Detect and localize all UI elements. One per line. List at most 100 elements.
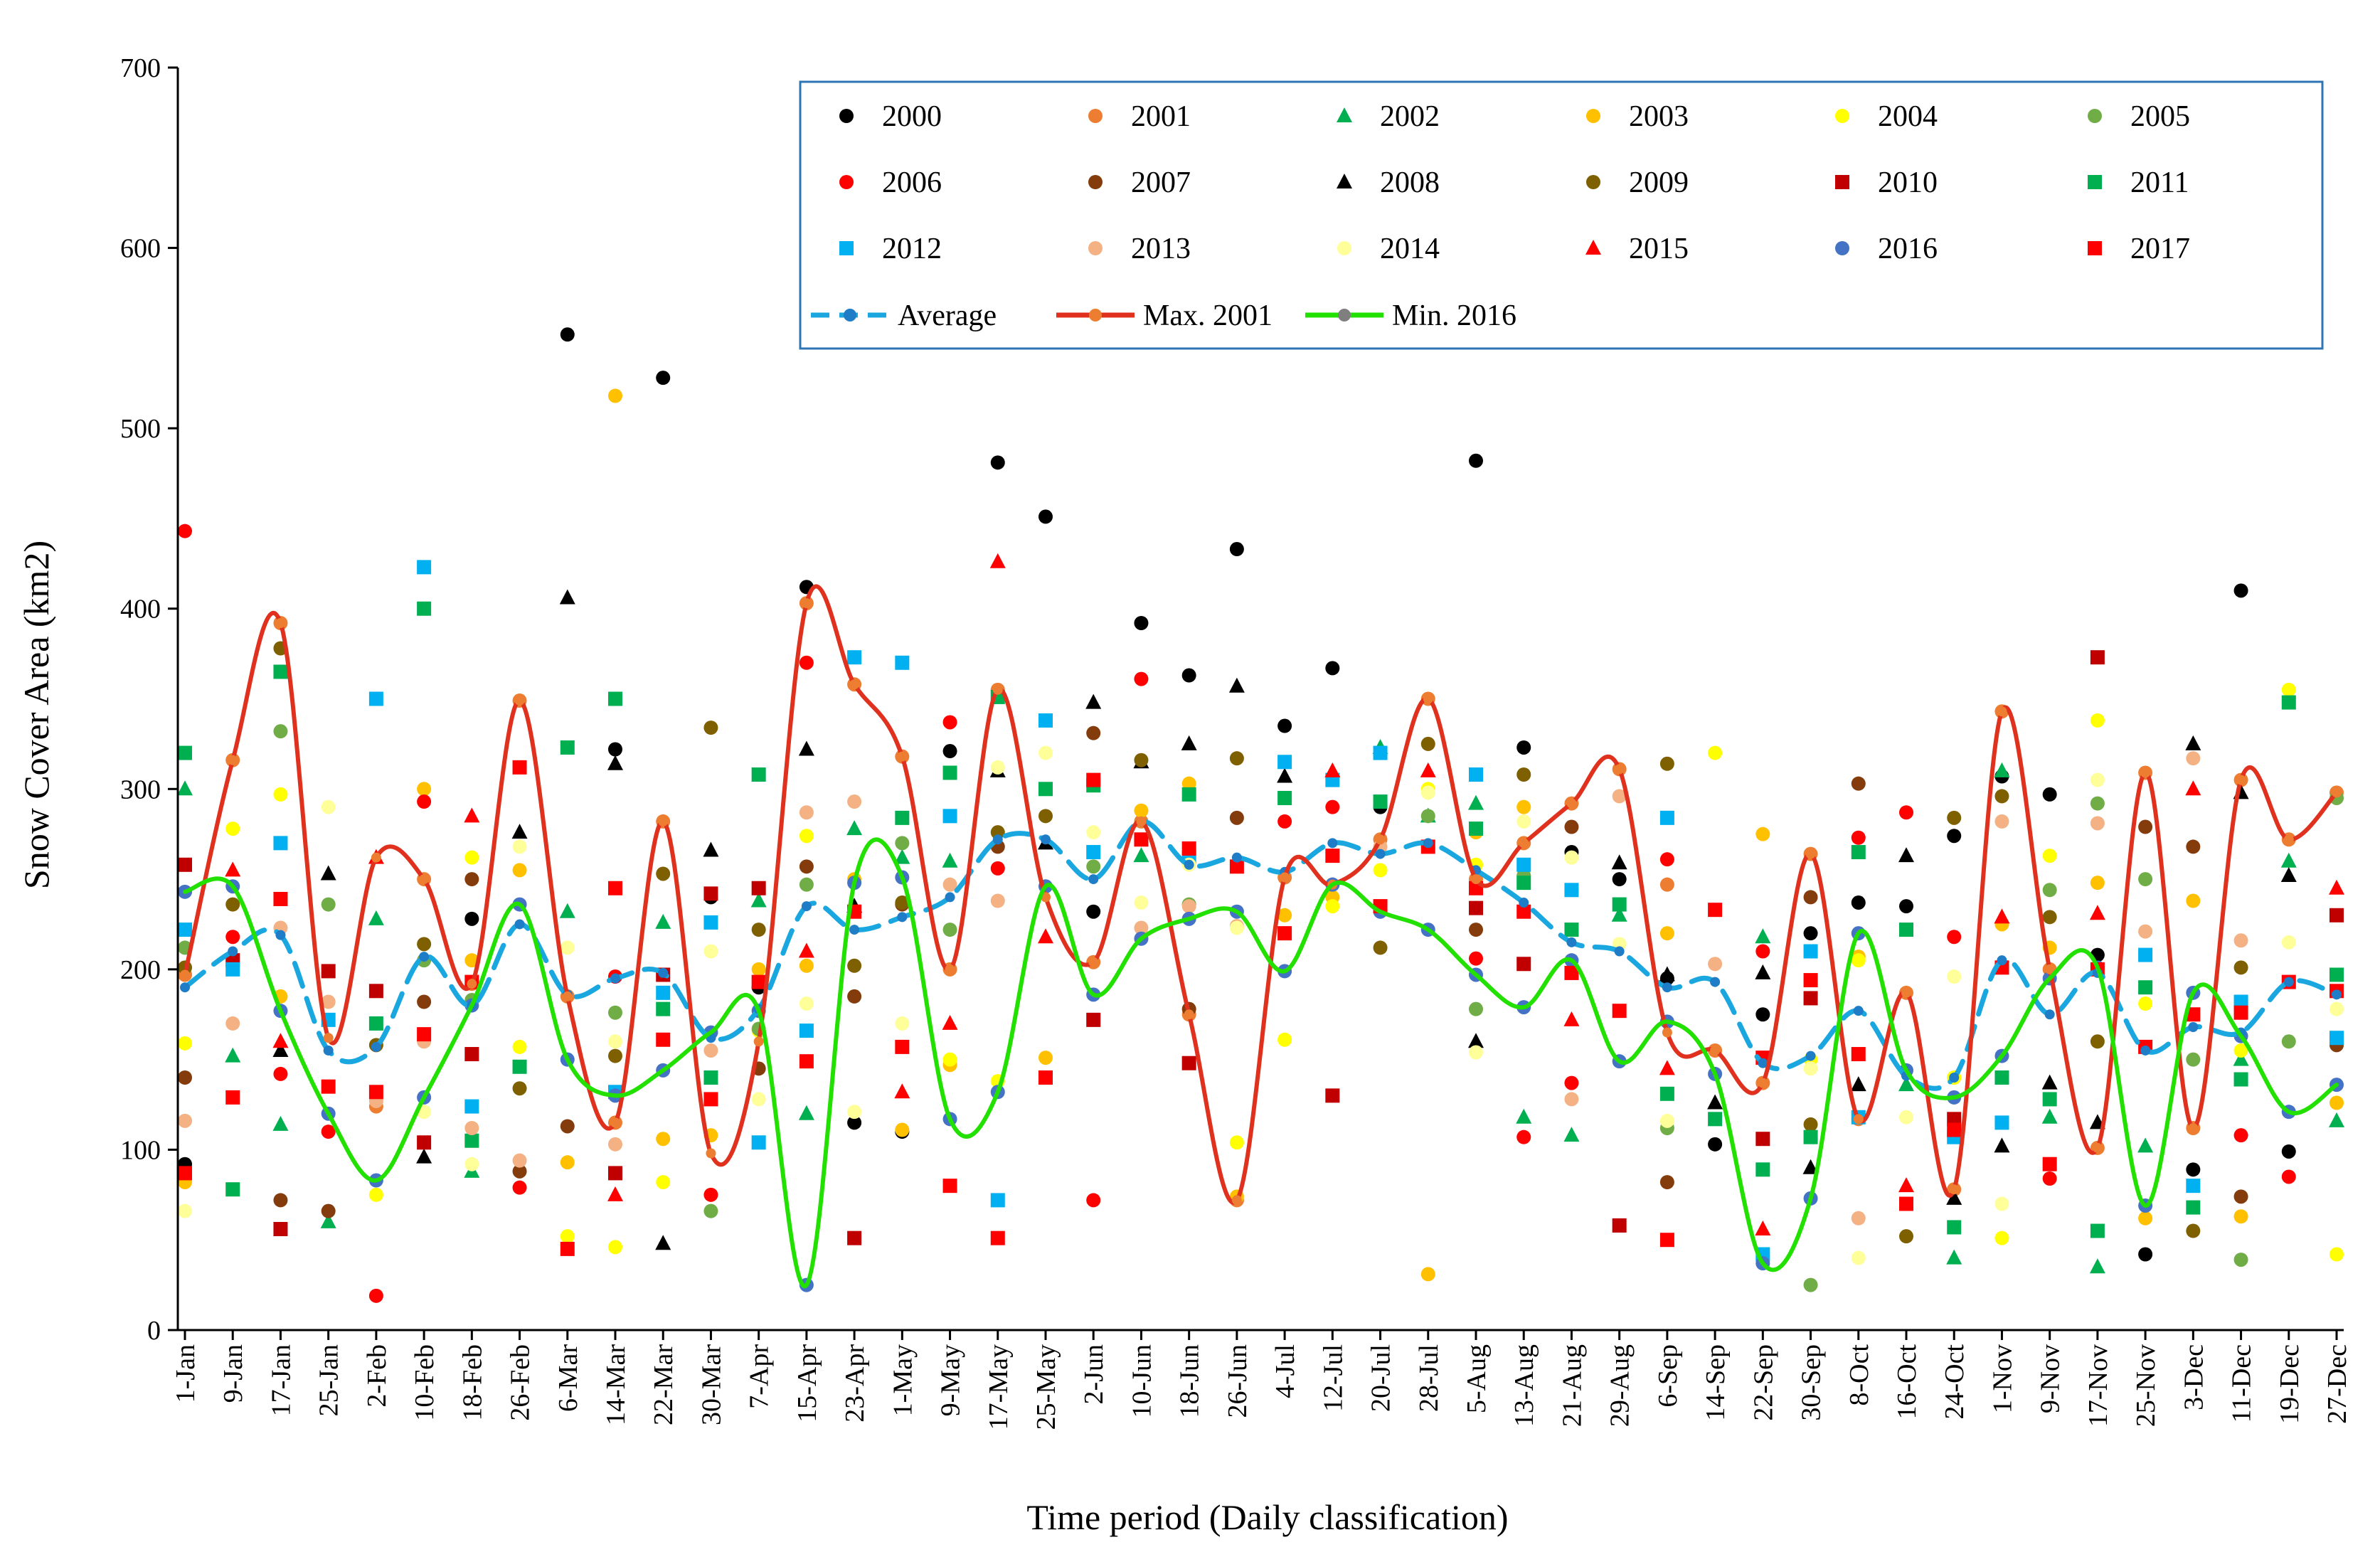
point-2009-6-sep — [1659, 756, 1674, 771]
line-point-max-2001-18-feb — [467, 979, 477, 989]
point-2012-22-mar — [656, 985, 671, 1000]
legend-marker-2017 — [2088, 241, 2102, 255]
x-tick-label-25-nov: 25-Nov — [2131, 1344, 2161, 1427]
line-point-average-28-jul — [1423, 838, 1433, 849]
line-point-average-20-jul — [1375, 849, 1386, 859]
point-2006-13-aug — [1516, 1129, 1531, 1144]
series-2006 — [178, 523, 2296, 1303]
point-2014-5-aug — [1469, 1045, 1483, 1060]
x-tick-label-18-feb: 18-Feb — [457, 1344, 487, 1421]
point-2009-1-nov — [1994, 789, 2009, 804]
point-2006-26-feb — [512, 1180, 527, 1195]
point-2002-25-jan — [320, 1213, 336, 1228]
point-2010-2-feb — [368, 984, 383, 999]
x-tick-label-7-apr: 7-Apr — [745, 1344, 775, 1409]
point-2007-8-oct — [1851, 776, 1866, 791]
line-point-max-2001-5-aug — [1471, 874, 1481, 885]
point-2011-1-jan — [178, 745, 192, 760]
point-2006-6-sep — [1659, 852, 1674, 867]
line-point-max-2001-28-jul — [1423, 693, 1433, 704]
point-2009-17-may — [990, 825, 1005, 840]
point-2012-11-dec — [2233, 994, 2248, 1009]
point-2017-6-mar — [560, 1241, 575, 1256]
point-2014-26-feb — [512, 839, 527, 854]
point-2017-18-jun — [1181, 841, 1196, 856]
point-2015-9-jan — [225, 861, 241, 877]
line-point-max-2001-1-nov — [1997, 706, 2007, 717]
point-2010-23-apr — [847, 1230, 862, 1245]
x-tick-label-28-jul: 28-Jul — [1414, 1344, 1444, 1412]
line-point-average-10-feb — [419, 952, 430, 962]
point-2004-25-nov — [2138, 996, 2153, 1011]
point-2002-21-aug — [1563, 1127, 1580, 1142]
point-2007-21-aug — [1564, 819, 1579, 834]
point-2017-30-mar — [703, 1092, 718, 1107]
point-2007-6-sep — [1659, 1175, 1674, 1190]
point-2012-21-aug — [1564, 883, 1579, 898]
point-2011-3-dec — [2186, 1200, 2201, 1215]
point-2015-12-jul — [1324, 762, 1341, 777]
legend-label-2000: 2000 — [882, 100, 942, 133]
point-2011-25-nov — [2138, 980, 2153, 995]
legend-item-2000: 2000 — [839, 100, 942, 133]
legend-marker-2013 — [1088, 241, 1103, 255]
point-2011-27-dec — [2329, 967, 2344, 982]
line-point-average-21-aug — [1566, 937, 1577, 947]
point-2013-10-jun — [1134, 920, 1149, 935]
line-point-average-17-may — [992, 834, 1003, 845]
line-point-average-19-dec — [2283, 977, 2294, 987]
point-2004-9-nov — [2042, 849, 2057, 863]
legend-item-min-2016: Min. 2016 — [1305, 299, 1516, 332]
point-2003-7-apr — [751, 962, 766, 977]
point-2015-18-feb — [464, 807, 480, 823]
point-2014-14-mar — [608, 1034, 622, 1049]
point-2008-6-sep — [1659, 966, 1675, 982]
x-tick-label-22-mar: 22-Mar — [649, 1344, 679, 1425]
point-2017-26-feb — [512, 760, 527, 775]
x-tick-label-3-dec: 3-Dec — [2179, 1344, 2209, 1410]
point-2017-4-jul — [1277, 926, 1292, 941]
point-2010-14-mar — [608, 1166, 622, 1181]
point-2015-9-may — [942, 1014, 958, 1030]
x-tick-label-4-jul: 4-Jul — [1270, 1344, 1300, 1398]
legend-marker-2005 — [2088, 109, 2102, 123]
point-2009-9-jan — [225, 897, 240, 912]
point-2000-13-aug — [1516, 740, 1531, 755]
point-2004-2-feb — [368, 1187, 383, 1202]
point-2009-1-may — [895, 895, 910, 910]
line-min-2016 — [183, 837, 2339, 1289]
point-2012-7-apr — [751, 1135, 766, 1150]
point-2010-30-mar — [703, 886, 718, 901]
point-2004-20-jul — [1373, 863, 1388, 878]
point-2012-1-nov — [1994, 1115, 2009, 1130]
line-point-max-2001-17-jan — [275, 618, 286, 628]
point-2009-9-nov — [2042, 910, 2057, 925]
line-point-max-2001-11-dec — [2236, 775, 2246, 785]
legend-marker-2016 — [1835, 241, 1849, 255]
point-2013-14-mar — [608, 1137, 622, 1152]
point-2000-22-sep — [1755, 1007, 1770, 1022]
point-2003-11-dec — [2233, 1209, 2248, 1224]
point-2015-21-aug — [1563, 1011, 1580, 1026]
point-2010-18-feb — [464, 1047, 479, 1062]
legend-marker-2007 — [1088, 175, 1103, 189]
point-2013-25-jan — [321, 994, 336, 1009]
point-2011-5-aug — [1469, 822, 1483, 836]
y-tick-label-300: 300 — [120, 775, 161, 804]
point-2012-6-sep — [1659, 810, 1674, 825]
point-2008-30-sep — [1802, 1159, 1819, 1174]
point-2004-18-feb — [464, 850, 479, 865]
point-2014-23-apr — [847, 1105, 862, 1120]
point-2008-30-mar — [703, 841, 719, 857]
legend-item-average: Average — [811, 299, 997, 332]
line-point-average-23-apr — [849, 925, 860, 935]
point-2008-22-mar — [655, 1235, 671, 1250]
line-point-average-2-jun — [1088, 874, 1099, 885]
point-2012-17-may — [990, 1193, 1005, 1208]
point-2011-14-mar — [608, 691, 622, 706]
point-2003-17-nov — [2090, 876, 2105, 891]
point-2013-18-feb — [464, 1121, 479, 1135]
point-2003-18-jun — [1181, 776, 1196, 791]
point-2013-9-may — [942, 877, 957, 892]
series-2013 — [178, 751, 2248, 1226]
